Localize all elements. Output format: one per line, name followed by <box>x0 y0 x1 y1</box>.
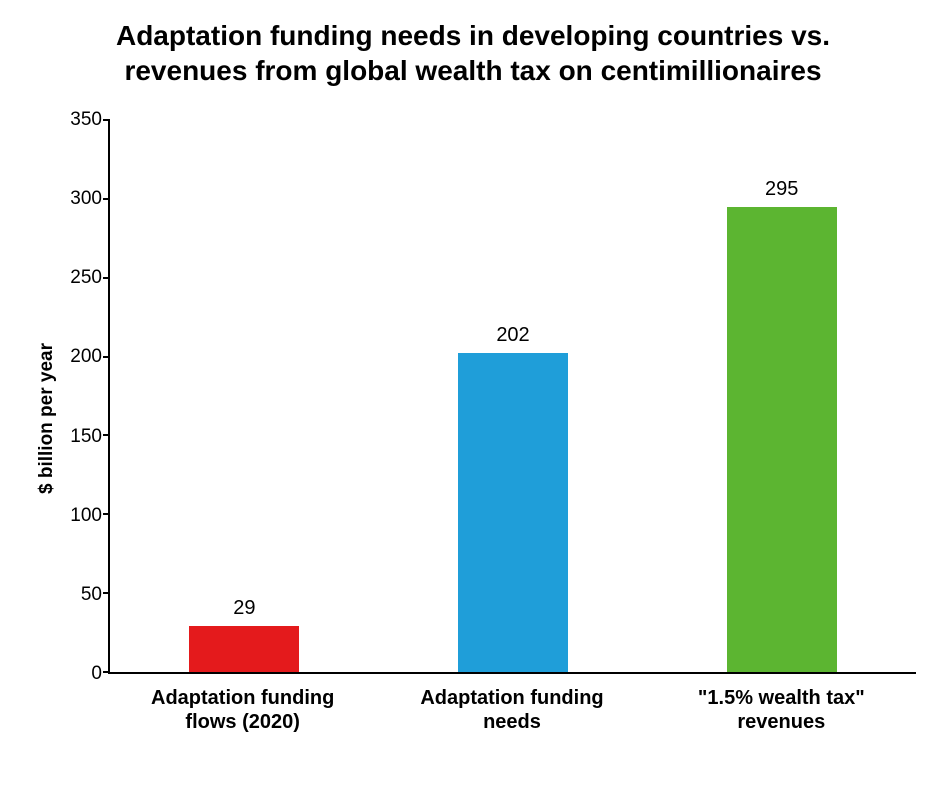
y-tick-mark <box>103 671 110 673</box>
chart-body: $ billion per year 0 50 100 150 200 250 300 350… <box>30 98 916 738</box>
y-tick-mark <box>103 592 110 594</box>
plot-area: 29 202 295 <box>108 120 916 674</box>
x-axis-labels: Adaptation funding flows (2020)Adaptatio… <box>108 680 916 738</box>
y-axis: 0 50 100 150 200 250 300 350 <box>58 98 108 738</box>
x-tick-label: "1.5% wealth tax" revenues <box>647 680 916 738</box>
x-tick-label: Adaptation funding flows (2020) <box>108 680 377 738</box>
bar-slot: 295 <box>647 120 916 672</box>
y-tick-mark <box>103 434 110 436</box>
x-tick-label: Adaptation funding needs <box>377 680 646 738</box>
bar-value-label: 202 <box>496 324 529 347</box>
bar-value-label: 295 <box>765 178 798 201</box>
y-tick-label: 100 <box>70 505 102 527</box>
chart-container: Adaptation funding needs in developing c… <box>0 0 946 794</box>
y-tick-mark <box>103 513 110 515</box>
y-tick-label: 150 <box>70 426 102 448</box>
bar-slot: 202 <box>379 120 648 672</box>
y-tick-label: 250 <box>70 267 102 289</box>
y-tick-label: 300 <box>70 188 102 210</box>
y-tick-mark <box>103 277 110 279</box>
bars-group: 29 202 295 <box>110 120 916 672</box>
y-tick-label: 200 <box>70 346 102 368</box>
y-tick-mark <box>103 198 110 200</box>
y-tick-mark <box>103 119 110 121</box>
bar: 202 <box>458 353 568 672</box>
plot-wrapper: 29 202 295 Adaptation funding flows (2020)… <box>108 98 916 738</box>
bar: 295 <box>727 207 837 672</box>
bar: 29 <box>189 626 299 672</box>
y-tick-label: 50 <box>81 584 102 606</box>
chart-title: Adaptation funding needs in developing c… <box>30 18 916 88</box>
bar-value-label: 29 <box>233 597 255 620</box>
y-tick-label: 0 <box>91 663 102 685</box>
y-tick-label: 350 <box>70 109 102 131</box>
bar-slot: 29 <box>110 120 379 672</box>
y-axis-label: $ billion per year <box>30 343 58 494</box>
y-tick-mark <box>103 356 110 358</box>
